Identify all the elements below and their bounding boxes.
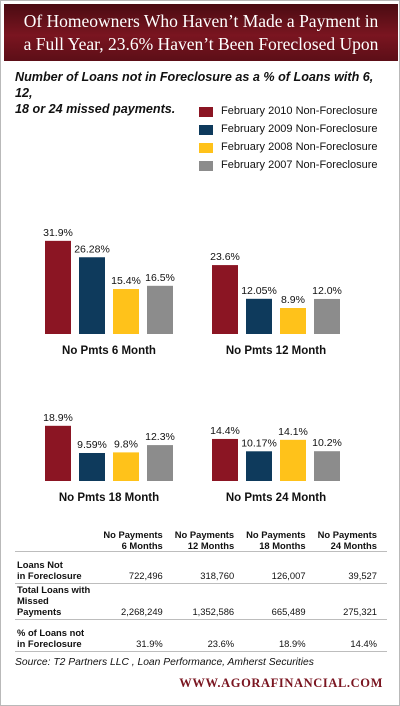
table-header-12-months: No Payments 12 Months bbox=[174, 529, 235, 551]
bar-value-label: 14.1% bbox=[278, 426, 308, 438]
bar bbox=[212, 438, 238, 481]
bar bbox=[147, 285, 173, 334]
bar-value-label: 9.8% bbox=[114, 438, 138, 450]
legend-label: February 2010 Non-Foreclosure bbox=[221, 105, 378, 117]
table-header-row: No Payments 6 Months No Payments 12 Months… bbox=[15, 523, 387, 552]
table-cell: 665,489 bbox=[244, 583, 316, 620]
row-label: Loans Not in Foreclosure bbox=[15, 551, 102, 584]
bar-value-label: 14.4% bbox=[210, 425, 240, 437]
bar-charts: 31.9%26.28% 15.4% 16.5% No Pmts 6 Month 23.6… bbox=[43, 227, 342, 504]
table-cell: 39,527 bbox=[315, 551, 387, 584]
table-cell: 31.9% bbox=[101, 619, 173, 652]
bar-value-label: 15.4% bbox=[111, 275, 141, 287]
table-cell: 18.9% bbox=[244, 619, 316, 652]
bar bbox=[79, 452, 105, 481]
legend-label: February 2007 Non-Foreclosure bbox=[221, 159, 378, 171]
legend-item-feb-2010: February 2010 Non-Foreclosure bbox=[199, 105, 389, 121]
bar-value-label: 31.9% bbox=[43, 227, 73, 239]
legend-swatch bbox=[199, 125, 213, 135]
bar bbox=[280, 439, 306, 481]
header-title-line2: a Full Year, 23.6% Haven’t Been Foreclos… bbox=[23, 34, 379, 54]
chart-subtitle: Number of Loans not in Foreclosure as a … bbox=[15, 69, 391, 117]
table-cell: 1,352,586 bbox=[172, 583, 245, 620]
bar bbox=[79, 257, 105, 334]
legend-label: February 2009 Non-Foreclosure bbox=[221, 123, 378, 135]
table-row-loans-not-in-foreclosure: Loans Not in Foreclosure 722,496 318,760 … bbox=[15, 551, 387, 584]
chart-title: No Pmts 6 Month bbox=[62, 345, 156, 357]
bar bbox=[212, 265, 238, 334]
bar bbox=[45, 425, 71, 481]
legend-item-feb-2008: February 2008 Non-Foreclosure bbox=[199, 141, 389, 157]
bar-value-label: 16.5% bbox=[145, 272, 175, 284]
bar-value-label: 18.9% bbox=[43, 412, 73, 424]
bar-value-label: 8.9% bbox=[281, 294, 305, 306]
bar bbox=[314, 298, 340, 334]
bar-value-label: 12.0% bbox=[312, 285, 342, 297]
bar-value-label: 10.2% bbox=[312, 437, 342, 449]
row-label: % of Loans not in Foreclosure bbox=[15, 619, 102, 652]
bar bbox=[147, 445, 173, 481]
bar bbox=[246, 298, 272, 334]
table-row-total-loans: Total Loans with Missed Payments 2,268,24… bbox=[15, 583, 387, 620]
bar-value-label: 10.17% bbox=[241, 437, 277, 449]
bar bbox=[314, 451, 340, 481]
bar bbox=[45, 240, 71, 334]
legend-swatch bbox=[199, 161, 213, 171]
legend-item-feb-2009: February 2009 Non-Foreclosure bbox=[199, 123, 389, 139]
bar-value-label: 23.6% bbox=[210, 251, 240, 263]
legend-item-feb-2007: February 2007 Non-Foreclosure bbox=[199, 159, 389, 175]
table-row-percent-not-in-foreclosure: % of Loans not in Foreclosure 31.9% 23.6%… bbox=[15, 619, 387, 652]
table-header-18-months: No Payments 18 Months bbox=[246, 529, 306, 551]
table-cell: 722,496 bbox=[101, 551, 173, 584]
legend-swatch bbox=[199, 107, 213, 117]
source-note: Source: T2 Partners LLC , Loan Performan… bbox=[15, 657, 314, 668]
table-cell: 318,760 bbox=[172, 551, 245, 584]
brand-url[interactable]: WWW.AGORAFINANCIAL.COM bbox=[179, 676, 383, 690]
data-table: No Payments 6 Months No Payments 12 Months… bbox=[15, 523, 387, 652]
chart-title: No Pmts 12 Month bbox=[226, 345, 326, 357]
bar-value-label: 9.59% bbox=[77, 439, 107, 451]
header-banner: Of Homeowners Who Haven’t Made a Payment… bbox=[4, 4, 398, 61]
subtitle-line2: 18 or 24 missed payments. bbox=[15, 102, 176, 116]
header-title-line1: Of Homeowners Who Haven’t Made a Payment… bbox=[23, 11, 379, 31]
table-cell: 14.4% bbox=[315, 619, 387, 652]
bar-value-label: 12.3% bbox=[145, 431, 175, 443]
chart-title: No Pmts 18 Month bbox=[59, 492, 159, 504]
chart-title: No Pmts 24 Month bbox=[226, 492, 326, 504]
subtitle-line1: Number of Loans not in Foreclosure as a … bbox=[15, 70, 374, 100]
table-header-24-months: No Payments 24 Months bbox=[317, 529, 377, 551]
bar-value-label: 12.05% bbox=[241, 285, 277, 297]
table-cell: 275,321 bbox=[315, 583, 387, 620]
bar bbox=[246, 451, 272, 481]
table-cell: 126,007 bbox=[244, 551, 316, 584]
table-cell: 2,268,249 bbox=[101, 583, 173, 620]
legend-swatch bbox=[199, 143, 213, 153]
legend-label: February 2008 Non-Foreclosure bbox=[221, 141, 378, 153]
table-cell: 23.6% bbox=[172, 619, 245, 652]
bar-value-label: 26.28% bbox=[74, 243, 110, 255]
bar bbox=[113, 452, 139, 481]
row-label: Total Loans with Missed Payments bbox=[15, 583, 102, 620]
bar bbox=[280, 308, 306, 334]
bar bbox=[113, 289, 139, 334]
table-header-6-months: No Payments 6 Months bbox=[103, 529, 163, 551]
